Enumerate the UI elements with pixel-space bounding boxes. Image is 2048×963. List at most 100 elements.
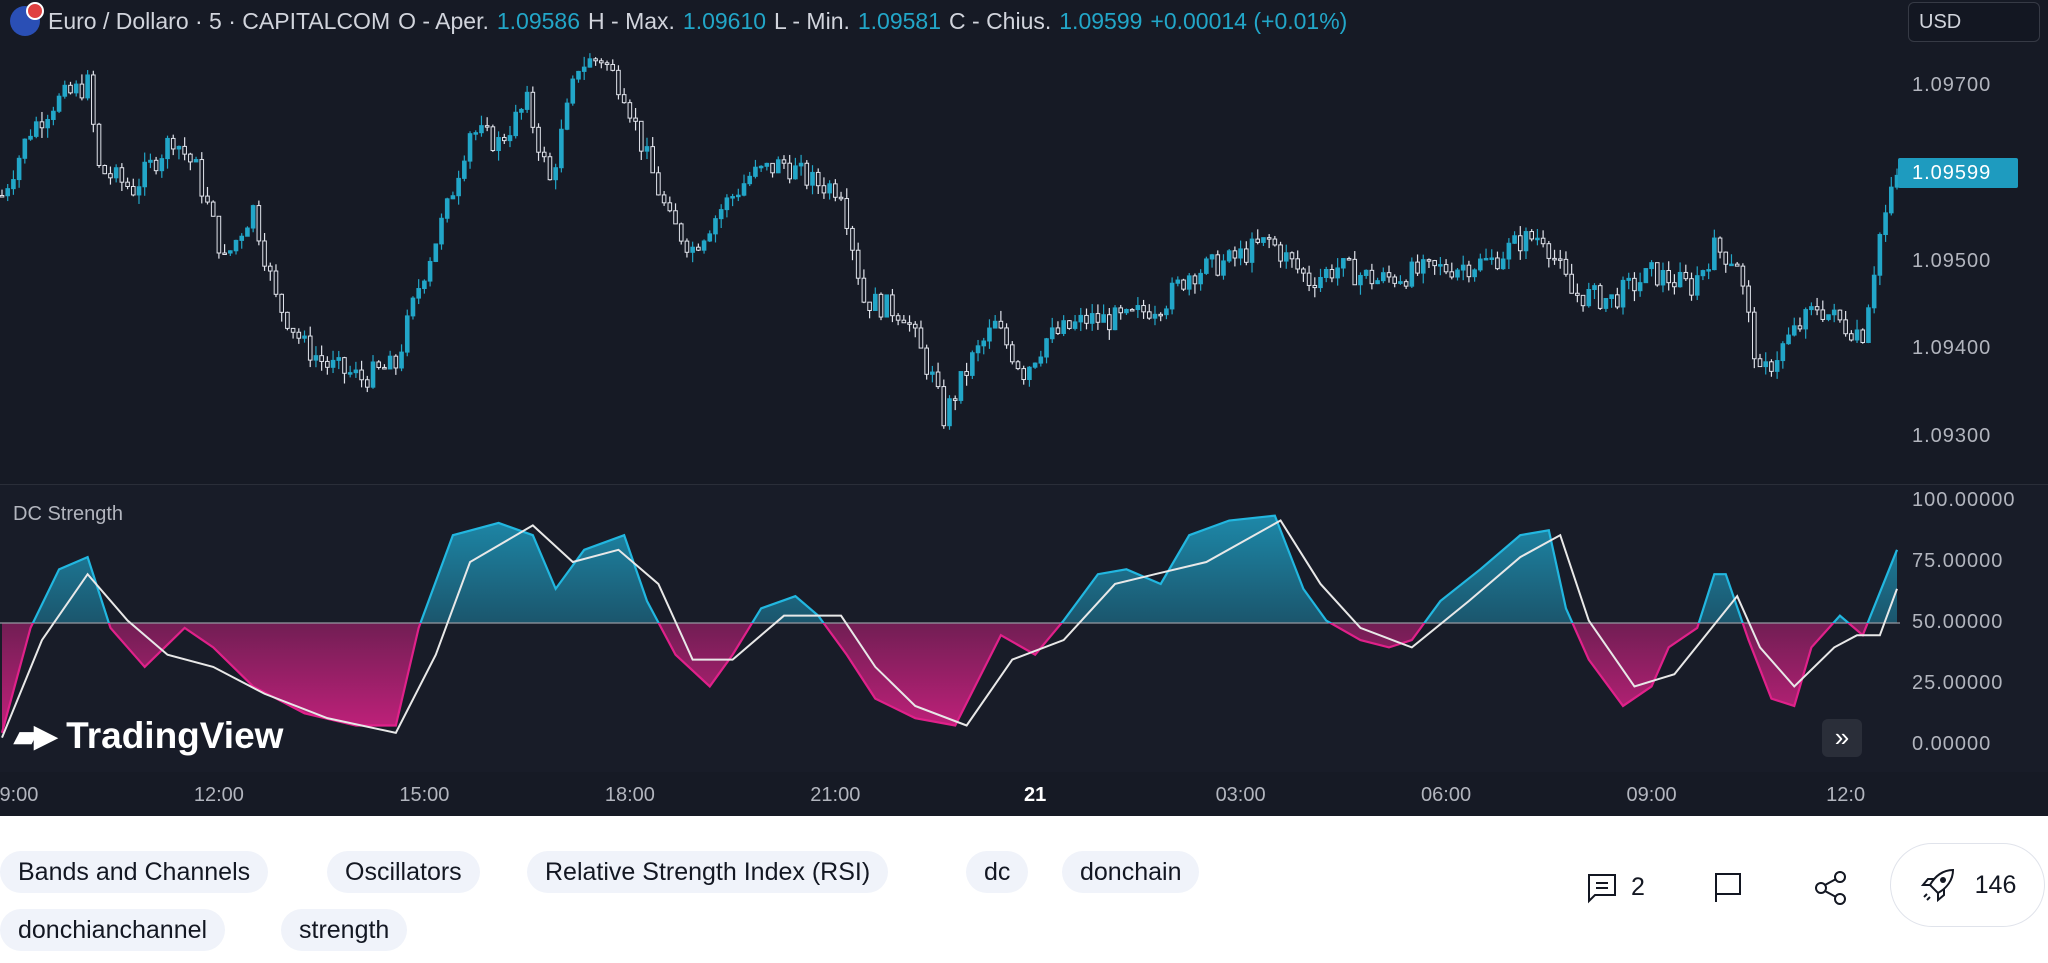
candle-up <box>1871 274 1877 309</box>
boost-button[interactable]: 146 <box>1890 843 2045 927</box>
currency-selector[interactable]: USD <box>1908 2 2040 42</box>
report-button[interactable] <box>1711 870 1743 904</box>
candle-up <box>245 227 250 237</box>
candle-up <box>353 369 359 374</box>
candle-up <box>707 233 713 242</box>
candle-down <box>878 293 884 318</box>
candle-down <box>673 210 678 225</box>
candle-down <box>39 121 45 129</box>
candle-up <box>1027 366 1032 381</box>
candle-up <box>136 186 142 196</box>
candle-down <box>125 181 130 187</box>
candle-down <box>610 64 616 71</box>
price-tick: 1.09700 <box>1912 74 1992 96</box>
time-tick: 06:00 <box>1421 784 1472 806</box>
candle-down <box>182 145 187 155</box>
dc-strength-chart[interactable] <box>0 485 1900 773</box>
scroll-to-realtime-button[interactable]: » <box>1822 719 1862 757</box>
candle-up <box>1831 309 1837 316</box>
candle-down <box>256 205 262 242</box>
candle-up <box>872 293 878 311</box>
candle-up <box>1358 274 1363 286</box>
candle-down <box>393 355 399 369</box>
candle-down <box>684 240 690 253</box>
tag[interactable]: Relative Strength Index (RSI) <box>527 851 889 893</box>
candle-down <box>1517 235 1523 252</box>
candle-down <box>787 162 792 180</box>
candle-up <box>730 196 735 199</box>
indicator-pane[interactable]: DC Strength 100.00000 75.00000 50.00000 … <box>0 484 2048 772</box>
candle-down <box>821 185 827 194</box>
candle-down <box>833 183 838 198</box>
candle-down <box>541 151 547 158</box>
candle-up <box>764 162 770 167</box>
candle-down <box>1632 277 1637 292</box>
candle-up <box>553 167 558 181</box>
tag[interactable]: donchianchannel <box>0 909 226 951</box>
candle-up <box>1204 258 1209 274</box>
time-axis[interactable]: 09:00 12:00 15:00 18:00 21:00 21 03:00 06:00 09:… <box>0 772 2048 816</box>
candle-up <box>347 372 353 375</box>
tag[interactable]: Oscillators <box>327 851 480 893</box>
tag[interactable]: donchain <box>1062 851 1200 893</box>
strength-line-below <box>0 623 1869 734</box>
candle-up <box>570 78 576 104</box>
candle-down <box>1369 269 1375 285</box>
tradingview-logo[interactable]: ▰▶ TradingView <box>14 715 283 757</box>
comments-button[interactable]: 2 <box>1585 870 1645 904</box>
candle-up <box>724 197 730 211</box>
candle-down <box>1580 294 1586 307</box>
candle-up <box>1375 280 1380 285</box>
candle-down <box>279 293 284 313</box>
candle-down <box>1843 319 1848 335</box>
candle-down <box>616 69 621 96</box>
candle-up <box>1169 282 1175 310</box>
candle-down <box>1666 270 1671 284</box>
indicator-title[interactable]: DC Strength <box>13 503 124 525</box>
time-tick: 12:0 <box>1826 784 1866 806</box>
candle-down <box>1689 278 1694 296</box>
candle-down <box>1055 327 1061 334</box>
candlestick-chart[interactable] <box>0 0 1900 484</box>
candle-down <box>1301 268 1306 274</box>
candle-down <box>547 156 553 181</box>
candle-down <box>1540 237 1546 245</box>
share-icon <box>1815 871 1846 905</box>
tag[interactable]: Bands and Channels <box>0 851 269 893</box>
candle-up <box>336 357 342 361</box>
candle-up <box>404 315 410 353</box>
candle-down <box>1449 271 1455 278</box>
share-button[interactable] <box>1814 870 1848 906</box>
candle-up <box>1774 360 1780 372</box>
candle-up <box>1409 261 1415 287</box>
candle-down <box>1107 314 1112 331</box>
candle-up <box>1249 238 1255 263</box>
candle-up <box>564 102 570 130</box>
high-label: H - Max. <box>588 7 675 34</box>
candle-up <box>1318 276 1323 289</box>
candle-up <box>1512 235 1517 244</box>
candle-down <box>1232 250 1238 259</box>
candle-up <box>1649 262 1654 270</box>
candle-up <box>747 175 753 185</box>
candle-up <box>473 132 479 135</box>
candle-down <box>1289 252 1295 260</box>
candle-down <box>599 60 604 64</box>
candle-down <box>102 165 108 175</box>
indicator-tick: 0.00000 <box>1912 733 1992 755</box>
candle-up <box>1809 306 1814 311</box>
symbol-title[interactable]: Euro / Dollaro · 5 · CAPITALCOM <box>48 7 391 34</box>
price-pane[interactable]: Euro / Dollaro · 5 · CAPITALCOM O - Aper… <box>0 0 2048 484</box>
indicator-tick: 100.00000 <box>1912 489 2016 511</box>
candle-down <box>1426 259 1432 262</box>
candle-up <box>1489 257 1495 260</box>
tag[interactable]: strength <box>281 909 408 951</box>
candle-up <box>22 138 28 159</box>
candle-up <box>1677 271 1683 288</box>
candle-down <box>1769 361 1774 372</box>
candle-up <box>992 320 998 329</box>
candle-up <box>496 137 501 152</box>
tag[interactable]: dc <box>966 851 1029 893</box>
chart-area[interactable]: Euro / Dollaro · 5 · CAPITALCOM O - Aper… <box>0 0 2048 816</box>
candle-up <box>462 160 467 179</box>
